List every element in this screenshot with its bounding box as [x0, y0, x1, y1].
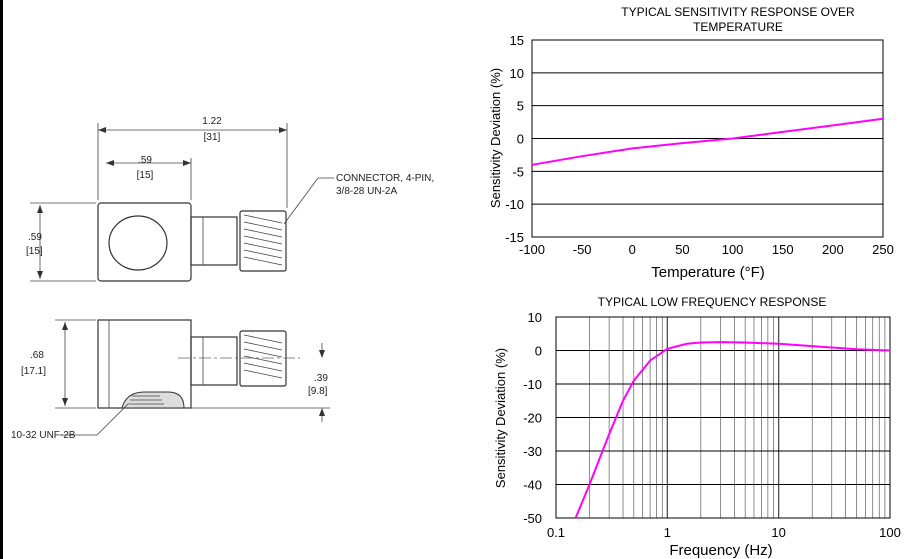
- freq-y-tick-label: -40: [523, 478, 542, 493]
- freq-x-tick-label: 1: [664, 525, 671, 540]
- connector-base-side: [190, 336, 238, 386]
- temp-series-line: [531, 117, 884, 166]
- dim-height-in: .59: [28, 232, 42, 243]
- freq-y-tick-label: 0: [535, 344, 542, 359]
- temp-y-tick-label: 15: [510, 33, 524, 48]
- connector-label-line1: CONNECTOR, 4-PIN,: [336, 173, 434, 184]
- freq-series-line: [574, 341, 891, 519]
- dim-body-mm: [15]: [137, 170, 154, 181]
- temp-x-tick-label: 250: [872, 242, 894, 257]
- temp-x-tick-label: 150: [772, 242, 794, 257]
- dim-side-mm: [17.1]: [21, 366, 46, 377]
- connector-thread-side: [239, 330, 287, 387]
- dim-width-mm: [31]: [204, 132, 221, 143]
- temp-x-tick-label: -50: [573, 242, 592, 257]
- temp-x-tick-label: -100: [519, 242, 545, 257]
- dim-offset-in: .39: [314, 373, 328, 384]
- freq-y-tick-label: -20: [523, 411, 542, 426]
- connector-label-line2: 3/8-28 UN-2A: [336, 186, 397, 197]
- freq-x-tick-label: 10: [771, 525, 785, 540]
- connector-base: [190, 216, 238, 266]
- freq-y-tick-label: -10: [523, 377, 542, 392]
- temp-y-tick-label: -15: [505, 230, 524, 245]
- mechanical-drawing: 1.22 [31] .59 [15] .59 [15] CONNECTOR, 4…: [11, 116, 434, 441]
- temp-x-tick-label: 50: [675, 242, 689, 257]
- temp-plot-frame: [531, 39, 884, 238]
- side-view: .68 [17.1] .39 [9.8] 10-32 UNF-2B: [11, 319, 330, 441]
- freq-plot-frame: [555, 316, 891, 519]
- dim-width-in: 1.22: [202, 116, 222, 127]
- thread-label: 10-32 UNF-2B: [11, 430, 76, 441]
- freq-x-axis-label: Frequency (Hz): [669, 542, 772, 559]
- temp-x-tick-label: 0: [629, 242, 636, 257]
- dim-height-mm: [15]: [26, 246, 43, 257]
- temp-x-tick-label: 100: [722, 242, 744, 257]
- temp-y-tick-label: -5: [512, 164, 524, 179]
- freq-y-tick-label: 10: [528, 310, 542, 325]
- top-view: 1.22 [31] .59 [15] .59 [15] CONNECTOR, 4…: [26, 116, 434, 282]
- connector-thread-top: [239, 210, 287, 272]
- dim-offset-mm: [9.8]: [308, 386, 328, 397]
- temp-y-tick-label: 10: [510, 66, 524, 81]
- freq-chart-title: TYPICAL LOW FREQUENCY RESPONSE: [598, 295, 827, 309]
- freq-x-tick-label: 100: [879, 525, 901, 540]
- temp-x-tick-label: 200: [822, 242, 844, 257]
- temp-chart-title-line1: TYPICAL SENSITIVITY RESPONSE OVER: [621, 5, 855, 19]
- dim-body-in: .59: [138, 155, 152, 166]
- freq-x-tick-label: 0.1: [547, 525, 565, 540]
- freq-y-axis-label: Sensitivity Deviation (%): [493, 348, 508, 488]
- temp-y-tick-label: -10: [505, 197, 524, 212]
- temp-x-axis-label: Temperature (°F): [651, 264, 765, 281]
- temp-y-tick-label: 5: [517, 99, 524, 114]
- sensor-face-circle: [108, 215, 168, 271]
- temp-chart-title-line2: TEMPERATURE: [693, 20, 783, 34]
- temperature-chart: TYPICAL SENSITIVITY RESPONSE OVER TEMPER…: [488, 5, 894, 281]
- dim-side-in: .68: [30, 350, 44, 361]
- freq-y-tick-label: -30: [523, 444, 542, 459]
- frequency-chart: TYPICAL LOW FREQUENCY RESPONSE 100-10-20…: [493, 295, 901, 559]
- temp-y-tick-label: 0: [517, 132, 524, 147]
- temp-y-axis-label: Sensitivity Deviation (%): [488, 68, 503, 208]
- freq-y-tick-label: -50: [523, 511, 542, 526]
- left-border-line: [0, 0, 3, 559]
